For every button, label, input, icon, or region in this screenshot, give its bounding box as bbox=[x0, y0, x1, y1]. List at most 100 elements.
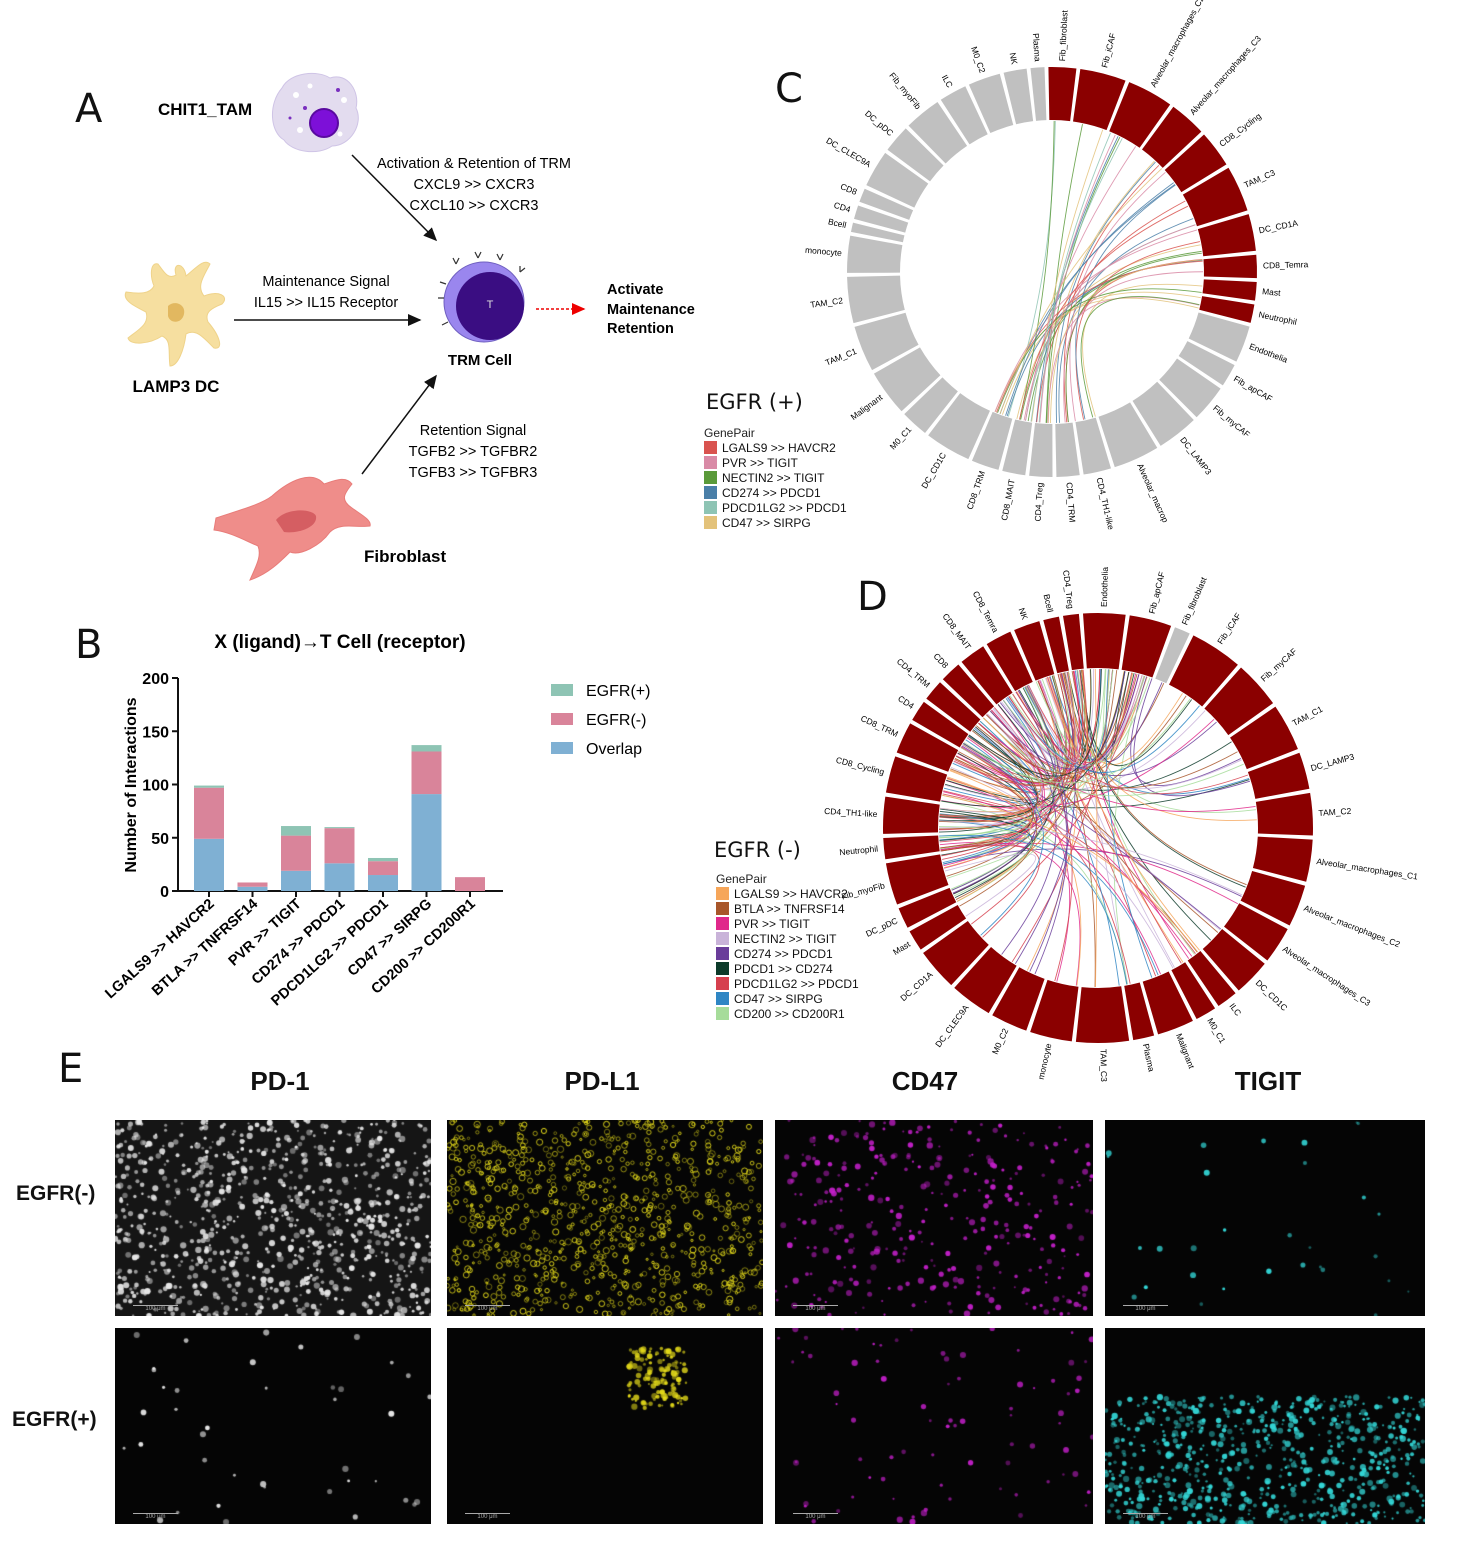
sector-label: M0_C1 bbox=[1205, 1016, 1228, 1045]
sector-malignant bbox=[873, 347, 941, 412]
sector-label: CD4_Treg bbox=[1061, 569, 1076, 609]
scale-bar: 100 μm bbox=[793, 1513, 838, 1520]
micrograph-tigit-egfr-neg: 100 μm bbox=[1105, 1120, 1425, 1316]
sector-label: TAM_C3 bbox=[1098, 1049, 1109, 1082]
genepair-swatch bbox=[704, 441, 717, 454]
sector-fib-apcaf bbox=[1121, 615, 1172, 678]
sector-label: Neutrophil bbox=[839, 844, 879, 858]
bar-segment-egfr bbox=[281, 835, 311, 871]
chord-link bbox=[940, 844, 1040, 938]
bar-segment-egfr bbox=[411, 751, 442, 795]
sector-alveolar-macrop bbox=[1098, 402, 1158, 468]
chord-link bbox=[1037, 680, 1096, 987]
chord-link bbox=[943, 791, 1161, 975]
sector-label: Alveolar_macrophages_C2 bbox=[1302, 903, 1401, 950]
sector-cd8 bbox=[859, 188, 914, 220]
chord-link bbox=[1045, 677, 1200, 951]
fib-signal-pair-2: TGFB3 >> TGFBR3 bbox=[409, 465, 538, 481]
sector-label: Fib_apCAF bbox=[1232, 373, 1274, 403]
chord-link bbox=[953, 687, 1055, 895]
sector-cd4 bbox=[912, 701, 969, 748]
dc-label: LAMP3 DC bbox=[133, 377, 220, 396]
t-cell-letter: T bbox=[487, 299, 494, 311]
chord-link bbox=[1008, 696, 1073, 982]
genepair-header: GenePair bbox=[704, 426, 755, 440]
bar-segment-egfr bbox=[455, 877, 485, 891]
sector-label: CD8_MAIT bbox=[999, 478, 1017, 521]
panel-a-diagram: CHIT1_TAM Activation & Retention of TRM … bbox=[124, 72, 695, 581]
chord-link bbox=[939, 826, 1033, 897]
legend-swatch bbox=[551, 742, 573, 754]
sector-ilc bbox=[940, 86, 988, 145]
chord-link bbox=[1064, 672, 1212, 941]
sector-dc-cd1c bbox=[928, 393, 990, 460]
sector-label: Malignant bbox=[1174, 1032, 1197, 1071]
sector-alveolar-macrophages-c1 bbox=[1252, 836, 1313, 882]
chord-link bbox=[997, 288, 1202, 413]
sector-alveolar-macrophages-c3 bbox=[1224, 903, 1288, 961]
sector-fib-icaf bbox=[1073, 68, 1126, 131]
bar-segment-overlap bbox=[237, 886, 268, 891]
genepair-label: PDCD1LG2 >> PDCD1 bbox=[722, 500, 847, 515]
chord-link bbox=[1008, 670, 1081, 766]
sector-dc-cd1a bbox=[1197, 214, 1256, 257]
tam-signal-pair-1: CXCL9 >> CXCR3 bbox=[414, 177, 535, 193]
sector-cd4-treg bbox=[1029, 423, 1053, 477]
chord-link bbox=[1069, 171, 1166, 422]
sector-label: M0_C2 bbox=[969, 45, 988, 74]
chord-link bbox=[1050, 259, 1203, 423]
genepair-swatch bbox=[704, 456, 717, 469]
sector-cd4-th1-like bbox=[883, 796, 940, 834]
sector-label: DC_LAMP3 bbox=[1309, 751, 1355, 773]
chord-link bbox=[1080, 296, 1200, 418]
genepair-swatch bbox=[704, 471, 717, 484]
micrograph-tigit-egfr-pos: 100 μm bbox=[1105, 1328, 1425, 1524]
tam-cell-icon bbox=[271, 72, 359, 153]
tam-signal-pair-2: CXCL10 >> CXCR3 bbox=[410, 198, 539, 214]
sector-tam-c3 bbox=[1182, 167, 1248, 227]
genepair-label: LGALS9 >> HAVCR2 bbox=[722, 440, 836, 455]
chord-link bbox=[968, 669, 1102, 777]
chord-link bbox=[940, 676, 1148, 813]
chord-link bbox=[939, 695, 1187, 830]
tam-signal-title: Activation & Retention of TRM bbox=[377, 156, 571, 172]
chord-link bbox=[985, 714, 1238, 789]
chord-link bbox=[939, 820, 1159, 976]
chord-link bbox=[1063, 271, 1204, 423]
sector-label: CD8_Temra bbox=[1263, 259, 1309, 270]
bar-segment-egfr bbox=[368, 861, 398, 876]
sector-label: ILC bbox=[940, 73, 955, 89]
genepair-label: BTLA >> TNFRSF14 bbox=[734, 901, 845, 916]
genepair-swatch bbox=[716, 917, 729, 930]
genepair-swatch bbox=[716, 992, 729, 1005]
chord-link bbox=[1045, 124, 1083, 423]
sector-label: Endothelia bbox=[1248, 341, 1289, 365]
egfr-pos-genepair-legend: GenePair LGALS9 >> HAVCR2 PVR >> TIGIT NEC… bbox=[704, 426, 847, 530]
bar-segment-egfr bbox=[194, 785, 224, 788]
sector-label: CD4_TRM bbox=[895, 656, 932, 689]
sector-dc-pdc bbox=[898, 887, 957, 928]
panel-letter-d: D bbox=[857, 574, 888, 620]
chord-link bbox=[1065, 252, 1202, 423]
chord-link bbox=[1075, 241, 1200, 420]
tam-label: CHIT1_TAM bbox=[158, 100, 252, 119]
genepair-legend-item: NECTIN2 >> TIGIT bbox=[716, 931, 859, 946]
sector-label: CD4 bbox=[833, 200, 852, 215]
genepair-label: NECTIN2 >> TIGIT bbox=[722, 470, 825, 485]
micrograph-pd-l1-egfr-pos: 100 μm bbox=[447, 1328, 763, 1524]
y-tick-label: 200 bbox=[142, 671, 169, 688]
sector-cd8-mait bbox=[1002, 419, 1033, 476]
legend-label: EGFR(-) bbox=[586, 712, 646, 729]
chord-link bbox=[1113, 675, 1145, 985]
bar-segment-egfr bbox=[324, 827, 355, 829]
fib-signal-pair-1: TGFB2 >> TGFBR2 bbox=[409, 444, 538, 460]
sector-label: DC_LAMP3 bbox=[1178, 435, 1214, 477]
bar-segment-overlap bbox=[411, 794, 442, 891]
chord-link bbox=[1038, 132, 1111, 423]
sector-label: Fib_myCAF bbox=[1211, 403, 1252, 439]
y-tick-label: 0 bbox=[160, 884, 169, 901]
sector-fib-apcaf bbox=[1178, 341, 1235, 386]
sector-label: CD4_TH1-like bbox=[1095, 476, 1117, 531]
bar-segment-egfr bbox=[411, 745, 442, 752]
chord-link bbox=[1023, 224, 1196, 421]
